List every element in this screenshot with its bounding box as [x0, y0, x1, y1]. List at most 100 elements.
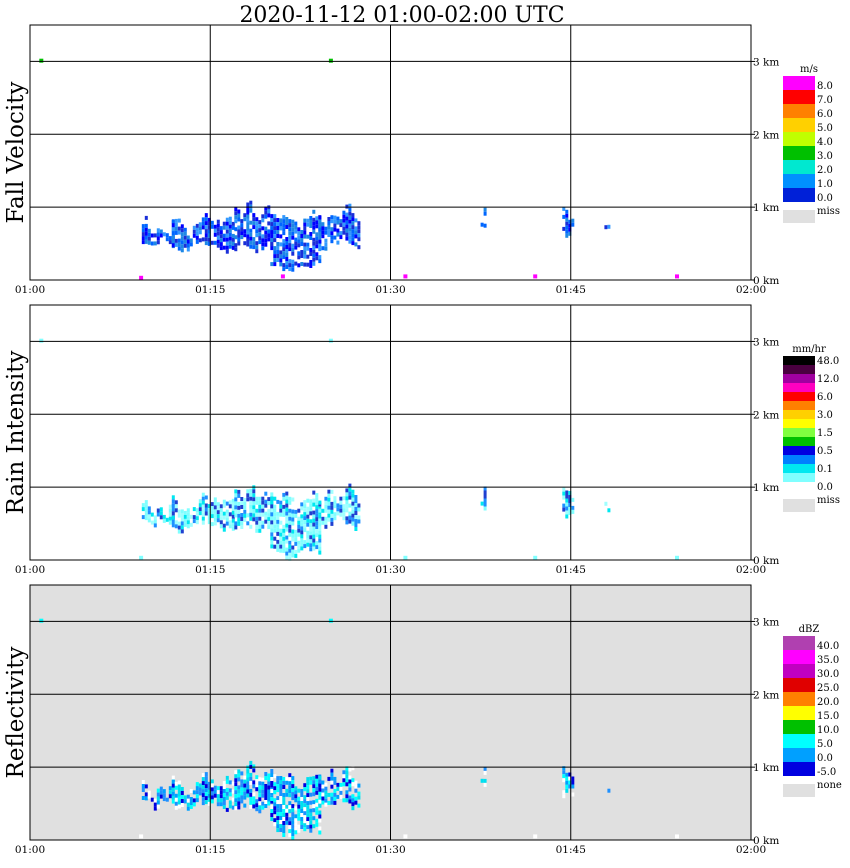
- echo-region: [562, 206, 575, 238]
- echo-cell: [270, 536, 274, 541]
- echo-cell: [297, 227, 301, 232]
- echo-cell: [270, 799, 274, 804]
- echo-cell: [237, 785, 241, 790]
- echo-cell: [309, 523, 313, 528]
- echo-cell: [189, 238, 193, 243]
- echo-cell: [348, 503, 352, 508]
- echo-cell: [285, 555, 289, 560]
- echo-cell: [219, 794, 223, 799]
- echo-cell: [607, 508, 611, 513]
- echo-cell: [288, 801, 292, 806]
- echo-cell: [252, 784, 256, 789]
- echo-cell: [285, 535, 289, 540]
- echo-cell: [342, 210, 346, 215]
- echo-cell: [303, 807, 307, 812]
- colorbar-swatch: [783, 146, 815, 160]
- echo-cell: [171, 227, 175, 232]
- echo-cell: [192, 790, 196, 795]
- echo-cell: [198, 226, 202, 231]
- echo-cell: [261, 226, 265, 231]
- echo-cell: [309, 824, 313, 829]
- echo-cell: [357, 515, 361, 520]
- echo-cell: [237, 521, 241, 526]
- echo-cell: [210, 220, 214, 225]
- echo-cell: [222, 225, 226, 230]
- echo-cell: [351, 513, 355, 518]
- echo-cell: [300, 238, 304, 242]
- echo-cell: [237, 517, 241, 522]
- echo-cell: [267, 797, 271, 802]
- echo-cell: [147, 514, 151, 519]
- echo-cell: [291, 533, 295, 538]
- echo-cell: [291, 796, 295, 801]
- echo-cell: [342, 774, 346, 779]
- echo-cell: [195, 790, 199, 795]
- echo-cell: [565, 494, 569, 499]
- panel-rain-intensity: 01:00 01:15 01:30 01:45 02:000 km1 km2 km3 k…: [3, 304, 840, 576]
- colorbar-swatch: [783, 410, 815, 419]
- echo-cell: [285, 503, 289, 508]
- echo-cell: [276, 230, 280, 234]
- echo-cell: [315, 256, 319, 261]
- echo-cell: [246, 222, 250, 227]
- echo-cell: [216, 790, 220, 795]
- echo-cell: [147, 236, 151, 241]
- echo-cell: [297, 235, 301, 240]
- echo-cell: [321, 508, 325, 513]
- echo-cell: [309, 828, 313, 833]
- echo-cell: [207, 801, 211, 806]
- echo-cell: [258, 240, 262, 245]
- colorbar-miss-swatch: [783, 784, 815, 797]
- echo-cell: [264, 796, 268, 800]
- echo-cell: [345, 508, 349, 513]
- echo-cell: [189, 522, 193, 527]
- echo-cell: [291, 792, 295, 797]
- echo-cell: [216, 231, 220, 236]
- echo-cell: [273, 806, 277, 811]
- echo-cell: [480, 501, 484, 506]
- echo-cell: [264, 772, 268, 776]
- echo-cell: [273, 822, 277, 827]
- echo-cell: [216, 219, 220, 224]
- echo-region: [480, 766, 487, 787]
- echo-cell: [231, 241, 235, 246]
- echo-cell: [279, 508, 283, 513]
- echo-cell: [210, 224, 214, 229]
- echo-cell: [174, 504, 178, 509]
- echo-cell: [288, 524, 292, 529]
- echo-cell: [306, 234, 310, 239]
- echo-cell: [264, 210, 268, 215]
- echo-cell: [336, 794, 340, 799]
- echo-cell: [321, 516, 325, 521]
- echo-cell: [297, 532, 301, 537]
- echo-cell: [225, 795, 229, 800]
- echo-cell: [303, 262, 307, 267]
- echo-cell: [237, 789, 241, 794]
- echo-cell: [336, 782, 340, 787]
- echo-cell: [336, 511, 340, 516]
- echo-cell: [273, 802, 277, 807]
- speckle-mark: [139, 834, 144, 839]
- echo-cell: [294, 806, 298, 811]
- echo-cell: [303, 811, 307, 816]
- echo-cell: [210, 795, 214, 800]
- echo-cell: [225, 517, 229, 522]
- echo-cell: [333, 223, 337, 228]
- echo-cell: [261, 234, 265, 239]
- echo-cell: [252, 517, 256, 522]
- echo-cell: [228, 224, 232, 229]
- echo-cell: [243, 233, 247, 238]
- echo-cell: [237, 209, 241, 214]
- echo-cell: [270, 789, 274, 793]
- echo-cell: [270, 520, 274, 525]
- colorbar-swatch: [783, 692, 815, 706]
- colorbar-label: 0.0: [817, 193, 833, 204]
- echo-cell: [159, 790, 163, 795]
- echo-cell: [255, 225, 259, 230]
- echo-cell: [177, 246, 181, 251]
- y-tick-label: 1 km: [753, 482, 779, 494]
- echo-cell: [348, 495, 352, 500]
- echo-cell: [300, 797, 304, 801]
- echo-cell: [294, 225, 298, 230]
- echo-cell: [189, 514, 193, 519]
